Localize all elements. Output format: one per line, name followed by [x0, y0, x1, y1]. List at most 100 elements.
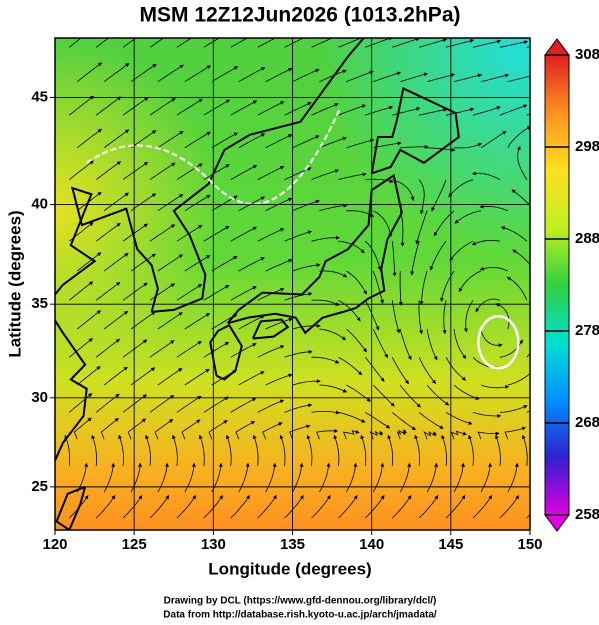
y-axis-label: Latitude (degrees)	[5, 210, 24, 357]
streamline	[95, 495, 116, 519]
streamline	[372, 384, 395, 407]
streamline	[149, 224, 176, 242]
streamline	[311, 299, 340, 306]
streamline	[373, 210, 393, 237]
streamline	[284, 292, 313, 301]
streamline	[333, 434, 340, 466]
streamline	[176, 98, 203, 116]
streamline	[235, 420, 256, 440]
streamline	[426, 328, 438, 361]
streamline	[448, 179, 474, 198]
colorbar-tick-label: 258	[575, 506, 599, 523]
streamline	[342, 429, 360, 440]
streamline	[391, 300, 401, 334]
streamline	[480, 130, 507, 149]
streamline	[69, 393, 93, 413]
streamline	[238, 67, 266, 83]
streamline	[130, 462, 142, 493]
streamline	[122, 161, 149, 180]
streamline	[211, 462, 223, 493]
streamline	[265, 259, 293, 272]
streamline	[265, 462, 277, 493]
streamline	[391, 412, 417, 431]
streamline	[230, 286, 257, 301]
streamline	[184, 368, 210, 386]
streamline	[238, 315, 265, 330]
streamline	[453, 462, 465, 493]
streamline	[399, 384, 421, 408]
streamline	[64, 434, 71, 466]
streamline	[419, 107, 448, 116]
streamline	[418, 357, 436, 385]
streamline	[230, 38, 249, 48]
streamline	[360, 434, 367, 466]
y-tick-label: 40	[31, 196, 48, 213]
streamline	[373, 141, 402, 149]
streamline	[284, 349, 313, 358]
streamline	[122, 495, 143, 519]
streamline	[265, 373, 293, 386]
streamline	[103, 63, 130, 83]
streamline	[365, 38, 394, 48]
streamline	[427, 147, 456, 152]
streamline	[203, 284, 230, 301]
streamline	[499, 339, 523, 358]
streamline	[499, 104, 528, 116]
streamline	[184, 462, 196, 493]
streamline	[453, 328, 467, 360]
streamline	[319, 270, 348, 278]
streamline	[306, 434, 313, 466]
chart-title: MSM 12Z12Jun2026 (1013.2hPa)	[140, 4, 461, 27]
streamline	[230, 343, 257, 358]
isobar	[477, 315, 520, 370]
colorbar-tick-label: 288	[575, 230, 599, 247]
streamline	[499, 495, 519, 519]
x-tick-label: 140	[359, 536, 384, 553]
streamline	[203, 38, 221, 48]
colorbar-extend	[544, 514, 570, 532]
plot-area	[55, 38, 530, 530]
streamline	[284, 403, 313, 413]
streamline	[319, 462, 331, 493]
y-tick-label: 25	[31, 478, 48, 495]
streamline	[103, 252, 129, 272]
streamline	[507, 126, 530, 149]
streamline	[475, 298, 501, 313]
y-tick-label: 30	[31, 389, 48, 406]
streamline	[130, 63, 157, 83]
streamline	[373, 71, 402, 83]
streamline	[472, 106, 501, 116]
streamline	[203, 396, 229, 413]
streamline	[238, 257, 265, 272]
streamline	[95, 338, 121, 358]
streamline	[208, 420, 228, 440]
streamline	[211, 66, 239, 83]
streamline	[122, 223, 148, 242]
streamline	[230, 100, 258, 116]
streamline	[445, 495, 466, 519]
streamline	[76, 462, 89, 493]
streamline	[284, 230, 313, 242]
streamline	[365, 105, 394, 116]
streamline	[468, 434, 474, 466]
colorbar-tick-label: 298	[575, 138, 599, 155]
streamline	[289, 424, 311, 440]
streamline	[149, 283, 175, 301]
streamline	[100, 417, 119, 440]
streamline	[399, 328, 412, 361]
streamline	[76, 310, 102, 330]
streamline	[73, 417, 92, 440]
streamline	[184, 131, 211, 149]
streamline	[463, 300, 474, 333]
streamline	[345, 462, 358, 493]
streamline	[499, 405, 528, 413]
streamline	[69, 160, 94, 180]
streamline	[472, 495, 493, 519]
streamline	[472, 171, 501, 180]
streamline	[399, 462, 412, 493]
streamline	[203, 341, 230, 358]
streamline	[149, 340, 175, 358]
streamline	[346, 70, 374, 83]
streamline	[95, 282, 121, 301]
streamline	[400, 144, 429, 149]
